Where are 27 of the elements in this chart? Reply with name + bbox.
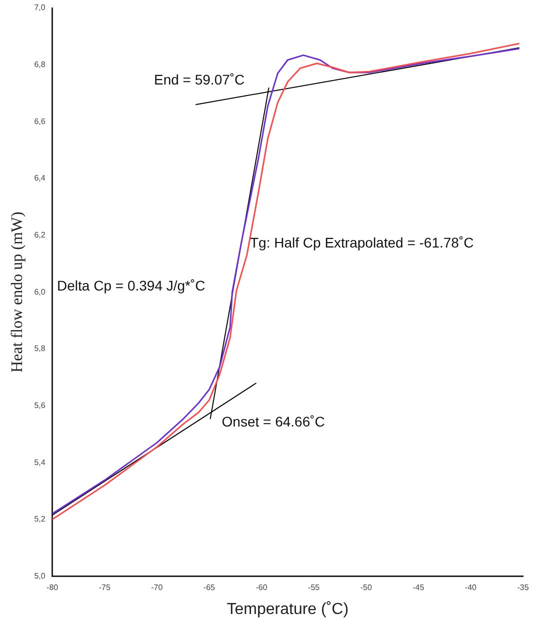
annotation: Delta Cp = 0.394 J/g*˚C [57, 277, 206, 294]
annotation: Onset = 64.66˚C [222, 414, 325, 430]
x-tick-label: -65 [203, 583, 216, 592]
x-tick-label: -50 [360, 583, 372, 592]
x-tick-label: -60 [256, 583, 268, 592]
x-tick-label: -75 [98, 583, 111, 592]
x-tick-label: -55 [308, 583, 320, 592]
y-tick-label: 6,4 [34, 174, 46, 183]
x-tick-label: -80 [46, 583, 59, 592]
x-tick-label: -70 [151, 583, 164, 592]
y-tick-label: 5,2 [34, 514, 46, 524]
x-tick-label: -35 [517, 583, 530, 592]
y-tick-label: 6,8 [34, 60, 46, 70]
y-tick-label: 7,0 [34, 3, 46, 12]
y-tick-label: 5,6 [34, 400, 46, 410]
y-tick-label: 5,8 [34, 344, 46, 354]
y-tick-label: 5,4 [34, 458, 46, 467]
x-tick-label: -45 [412, 583, 425, 592]
y-tick-label: 5,0 [34, 571, 46, 580]
y-axis-title: Heat flow endo up (mW) [8, 212, 26, 373]
y-tick-label: 6,2 [34, 230, 46, 240]
y-tick-label: 6,0 [34, 287, 46, 296]
x-tick-label: -40 [464, 583, 478, 592]
annotation: End = 59.07˚C [154, 72, 245, 88]
y-tick-label: 6,6 [34, 116, 46, 126]
x-axis-title: Temperature (˚C) [226, 600, 349, 618]
annotation: Tg: Half Cp Extrapolated = -61.78˚C [250, 234, 474, 251]
